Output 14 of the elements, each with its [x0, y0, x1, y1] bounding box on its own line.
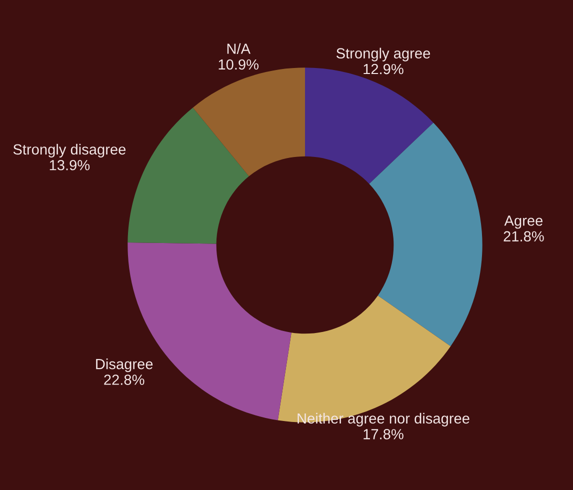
data-label: 12.9%	[364, 64, 404, 74]
donut-slice	[128, 108, 249, 244]
donut-slice	[369, 122, 482, 346]
slice-label: Strongly agree	[336, 48, 430, 62]
data-label: 21.8%	[504, 231, 544, 242]
data-label: 17.8%	[364, 429, 404, 440]
slice-label: Strongly disagree	[13, 144, 126, 158]
slice-label: N/A	[227, 43, 250, 54]
slice-label: Neither agree nor disagree	[298, 412, 470, 427]
slice-label: Agree	[504, 216, 543, 229]
slice-label: Disagree	[96, 358, 153, 372]
data-label: 22.8%	[104, 374, 144, 385]
data-label: 13.9%	[50, 160, 90, 170]
data-label: 10.9%	[218, 59, 259, 70]
